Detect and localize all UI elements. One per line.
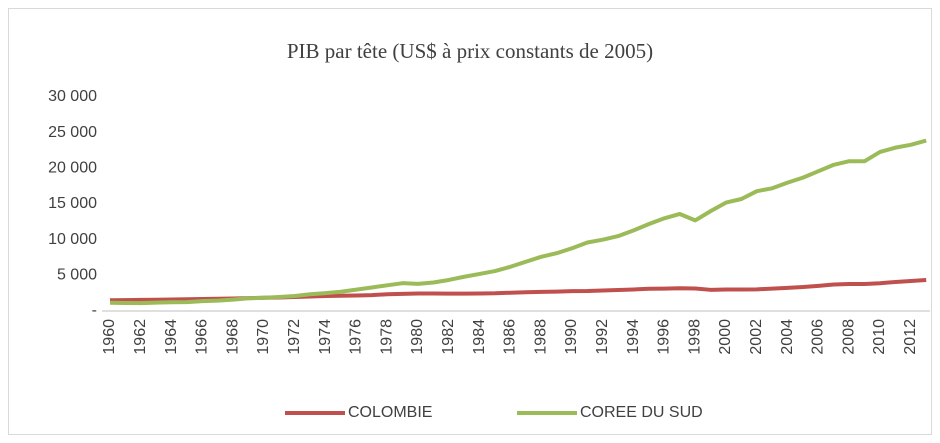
chart-title: PIB par tête (US$ à prix constants de 20… [287, 39, 653, 63]
x-tick-label: 2006 [810, 319, 827, 355]
x-tick-label: 1990 [563, 319, 580, 355]
x-tick-label: 1986 [502, 319, 519, 355]
y-tick-label: 5 000 [57, 267, 97, 284]
y-tick-label: 30 000 [48, 88, 97, 105]
x-tick-label: 1976 [348, 319, 365, 355]
legend-label: COLOMBIE [348, 404, 432, 421]
x-tick-label: 1996 [656, 319, 673, 355]
x-tick-label: 2002 [748, 319, 765, 355]
x-tick-label: 2010 [871, 319, 888, 355]
x-tick-label: 2000 [717, 319, 734, 355]
x-tick-label: 1992 [594, 319, 611, 355]
chart-frame [8, 8, 932, 435]
x-tick-label: 1978 [378, 319, 395, 355]
y-tick-label: 25 000 [48, 124, 97, 141]
y-tick-label: 15 000 [48, 195, 97, 212]
x-tick-label: 1974 [317, 319, 334, 355]
x-tick-label: 1988 [532, 319, 549, 355]
x-tick-label: 1968 [224, 319, 241, 355]
series-line [109, 138, 927, 306]
x-tick-label: 2012 [902, 319, 919, 355]
x-tick-label: 1980 [409, 319, 426, 355]
legend-label: COREE DU SUD [580, 404, 703, 421]
y-tick-label: 10 000 [48, 231, 97, 248]
x-tick-label: 1964 [163, 319, 180, 355]
x-tick-label: 1966 [194, 319, 211, 355]
x-tick-label: 1960 [101, 319, 118, 355]
x-tick-label: 2004 [779, 319, 796, 355]
x-tick-label: 1994 [625, 319, 642, 355]
x-tick-label: 1970 [255, 319, 272, 355]
x-tick-label: 1962 [132, 319, 149, 355]
x-tick-label: 1998 [686, 319, 703, 355]
x-tick-label: 2008 [840, 319, 857, 355]
y-tick-label: 20 000 [48, 160, 97, 177]
x-tick-label: 1982 [440, 319, 457, 355]
y-tick-label: - [92, 302, 97, 319]
x-tick-label: 1984 [471, 319, 488, 355]
x-tick-label: 1972 [286, 319, 303, 355]
